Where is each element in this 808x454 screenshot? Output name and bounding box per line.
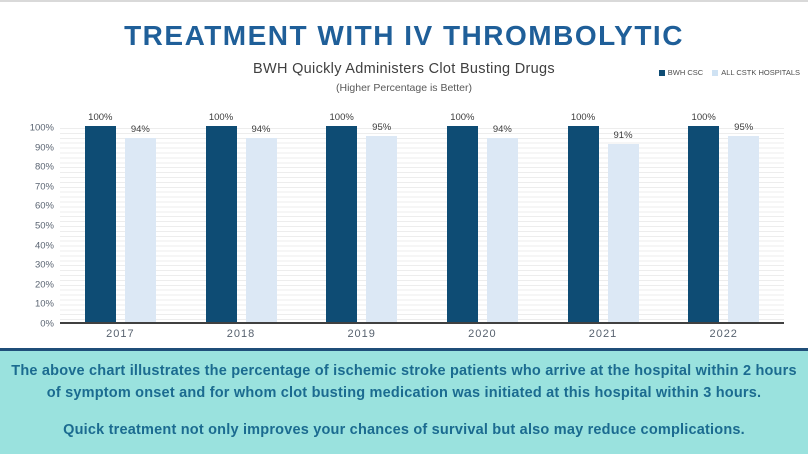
- footer-paragraph-1: The above chart illustrates the percenta…: [11, 363, 797, 401]
- bar-group-2022: 100% 95%: [663, 112, 784, 322]
- footer-callout: The above chart illustrates the percenta…: [0, 348, 808, 454]
- bar-bwh-csc: [446, 126, 478, 322]
- bar-value-label: 91%: [613, 129, 633, 141]
- bar-all-cstk: [728, 135, 760, 322]
- footer-paragraph-2: Quick treatment not only improves your c…: [63, 421, 745, 438]
- bar-value-label: 94%: [251, 123, 271, 135]
- y-tick-label: 40%: [34, 240, 54, 252]
- bar-group-2018: 100% 94%: [181, 112, 302, 322]
- bar-bwh-csc: [688, 126, 720, 322]
- y-tick-label: 50%: [34, 220, 54, 232]
- bar-all-cstk: [124, 137, 156, 322]
- y-tick-label: 80%: [34, 161, 54, 173]
- y-tick-label: 20%: [34, 279, 54, 291]
- bar-value-label: 100%: [450, 112, 475, 123]
- y-tick-label: 100%: [29, 122, 54, 134]
- legend: BWH CSC ALL CSTK HOSPITALS: [658, 68, 800, 77]
- bar-all-cstk: [366, 135, 398, 322]
- bar-chart: 100% 90% 80% 70% 60% 50% 40% 30% 20% 10%…: [26, 110, 784, 340]
- y-tick-label: 30%: [34, 259, 54, 271]
- x-axis: 2017 2018 2019 2020 2021 2022: [60, 324, 784, 340]
- x-tick-label: 2017: [106, 328, 135, 340]
- bar-all-cstk: [486, 137, 518, 322]
- chart-subtitle: BWH Quickly Administers Clot Busting Dru…: [253, 61, 555, 77]
- bar-all-cstk: [245, 137, 277, 322]
- x-tick-label: 2022: [709, 328, 738, 340]
- y-tick-label: 10%: [34, 298, 54, 310]
- legend-swatch-dark-icon: [658, 69, 665, 76]
- y-axis: 100% 90% 80% 70% 60% 50% 40% 30% 20% 10%…: [26, 123, 60, 330]
- bar-value-label: 100%: [691, 112, 716, 123]
- legend-item-all-cstk: ALL CSTK HOSPITALS: [712, 68, 800, 77]
- bar-value-label: 94%: [492, 123, 512, 135]
- bar-value-label: 94%: [130, 123, 150, 135]
- bar-value-label: 100%: [329, 112, 354, 123]
- x-tick-label: 2020: [468, 328, 497, 340]
- legend-label: BWH CSC: [667, 68, 704, 77]
- bar-bwh-csc: [84, 126, 116, 322]
- legend-label: ALL CSTK HOSPITALS: [721, 68, 800, 77]
- bar-value-label: 100%: [88, 112, 113, 123]
- legend-item-bwh-csc: BWH CSC: [658, 68, 704, 77]
- page-title: TREATMENT WITH IV THROMBOLYTIC: [124, 20, 684, 51]
- plot-area: 100% 94% 100% 94%: [60, 112, 784, 324]
- y-tick-label: 70%: [34, 181, 54, 193]
- bar-bwh-csc: [567, 126, 599, 322]
- bar-value-label: 100%: [570, 112, 596, 123]
- bar-value-label: 100%: [208, 112, 234, 123]
- legend-swatch-light-icon: [712, 69, 719, 76]
- bar-bwh-csc: [205, 126, 237, 322]
- bar-bwh-csc: [326, 126, 358, 322]
- x-tick-label: 2021: [588, 328, 618, 340]
- y-tick-label: 90%: [34, 142, 54, 154]
- y-tick-label: 60%: [34, 200, 54, 212]
- x-tick-label: 2018: [226, 328, 256, 340]
- y-tick-label: 0%: [40, 318, 54, 330]
- bar-group-2021: 100% 91%: [543, 112, 664, 322]
- bar-group-2020: 100% 94%: [422, 112, 543, 322]
- bar-value-label: 95%: [734, 121, 754, 133]
- bar-group-2019: 100% 95%: [301, 112, 422, 322]
- chart-note: (Higher Percentage is Better): [336, 82, 472, 94]
- bar-group-2017: 100% 94%: [60, 112, 181, 322]
- x-tick-label: 2019: [347, 328, 376, 340]
- bar-all-cstk: [607, 143, 639, 322]
- bar-value-label: 95%: [372, 121, 392, 133]
